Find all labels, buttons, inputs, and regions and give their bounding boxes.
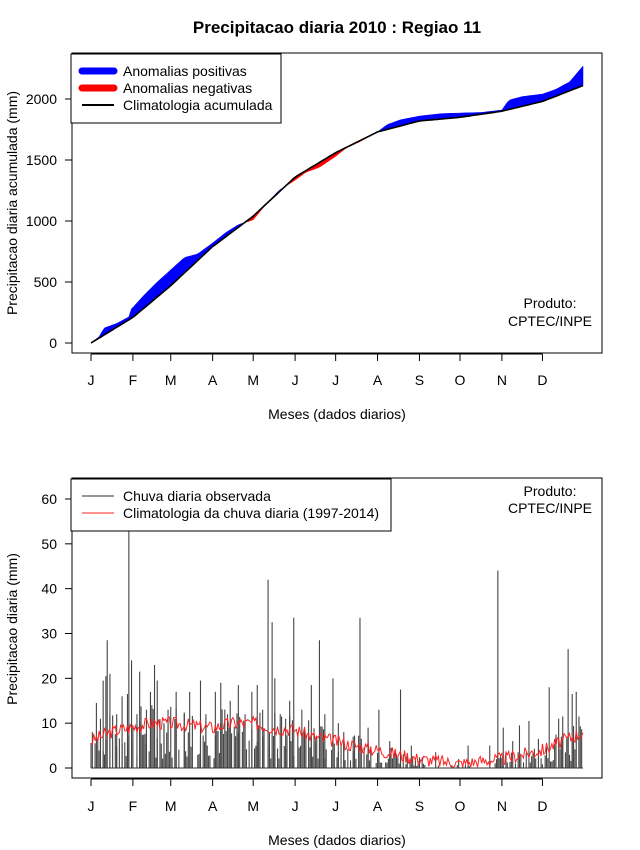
top-xtick-label: M — [165, 372, 177, 388]
bottom-ytick-layer: 0 10 20 30 40 50 60 — [41, 491, 73, 776]
bottom-xtick-label: O — [455, 798, 466, 814]
legend-label-negative: Anomalias negativas — [123, 80, 252, 96]
bottom-xtick-label: S — [415, 798, 424, 814]
top-xtick-label: A — [373, 372, 383, 388]
bottom-plot-frame — [71, 477, 603, 779]
top-xtick-label: F — [129, 372, 138, 388]
bottom-xtick-label: D — [537, 798, 547, 814]
top-ylabel: Precipitacao diaria acumulada (mm) — [4, 91, 20, 315]
bottom-xtick-label: J — [88, 798, 95, 814]
bottom-xtick-label: A — [208, 798, 218, 814]
top-xtick-label: O — [455, 372, 466, 388]
climatology-cumulative-line — [90, 84, 584, 344]
bottom-xtick-label: J — [292, 798, 299, 814]
top-xtick-label: D — [537, 372, 547, 388]
top-ytick-label: 1500 — [26, 152, 57, 168]
legend-label-observed: Chuva diaria observada — [123, 488, 271, 504]
bottom-xlabel: Meses (dados diarios) — [268, 832, 406, 848]
top-ytick-label: 500 — [34, 274, 58, 290]
bottom-xtick-label: F — [129, 798, 138, 814]
top-legend: Anomalias positivas Anomalias negativas … — [70, 53, 282, 124]
top-xlabel: Meses (dados diarios) — [268, 406, 406, 422]
bottom-annotation-line1: Produto: — [524, 483, 577, 499]
bottom-annotation-line2: CPTEC/INPE — [508, 500, 592, 516]
top-annotation-line1: Produto: — [524, 295, 577, 311]
bottom-ytick-label: 30 — [41, 626, 57, 642]
bottom-ytick-label: 10 — [41, 715, 57, 731]
page-title: Precipitacao diaria 2010 : Regiao 11 — [193, 18, 481, 37]
top-annotation-line2: CPTEC/INPE — [508, 313, 592, 329]
bottom-ytick-label: 20 — [41, 670, 57, 686]
climatology-daily-line — [90, 715, 584, 768]
bottom-chart: J F M A M J J A S O N D 0 10 20 30 40 50 60 Meses (dados … — [4, 477, 603, 848]
bottom-ytick-label: 60 — [41, 491, 57, 507]
bottom-xtick-label: M — [247, 798, 259, 814]
bottom-xtick-label: N — [497, 798, 507, 814]
top-xtick-label: J — [332, 372, 339, 388]
top-ytick-label: 0 — [49, 335, 57, 351]
bottom-clim-layer — [90, 715, 584, 769]
top-xtick-label: N — [497, 372, 507, 388]
bottom-xtick-label: A — [373, 798, 383, 814]
top-ytick-label: 1000 — [26, 213, 57, 229]
top-xtick-label: A — [208, 372, 218, 388]
bottom-legend-box — [70, 478, 392, 532]
bottom-legend: Chuva diaria observada Climatologia da c… — [70, 478, 392, 532]
legend-label-positive: Anomalias positivas — [123, 63, 247, 79]
legend-label-clim-daily: Climatologia da chuva diaria (1997-2014) — [123, 505, 379, 521]
bottom-bar-layer — [90, 530, 583, 768]
bottom-xtick-label: M — [165, 798, 177, 814]
bottom-ylabel: Precipitacao diaria (mm) — [4, 553, 20, 705]
top-area-layer — [90, 65, 584, 344]
bottom-ytick-label: 0 — [49, 760, 57, 776]
top-xtick-label: J — [292, 372, 299, 388]
top-xtick-label: S — [415, 372, 424, 388]
negative-anomaly-area — [90, 85, 584, 344]
bottom-xtick-label: J — [332, 798, 339, 814]
top-plot-frame — [71, 52, 603, 354]
top-xtick-label: M — [247, 372, 259, 388]
bottom-ytick-label: 40 — [41, 581, 57, 597]
bottom-ytick-label: 50 — [41, 536, 57, 552]
legend-label-climatology: Climatologia acumulada — [123, 97, 273, 113]
top-ytick-label: 2000 — [26, 91, 57, 107]
top-ytick-layer: 0 500 1000 1500 2000 — [26, 91, 73, 351]
top-xtick-label: J — [88, 372, 95, 388]
top-chart: J F M A M J J A S O N D 0 500 1000 1500 2000 Meses (dad… — [4, 52, 603, 422]
